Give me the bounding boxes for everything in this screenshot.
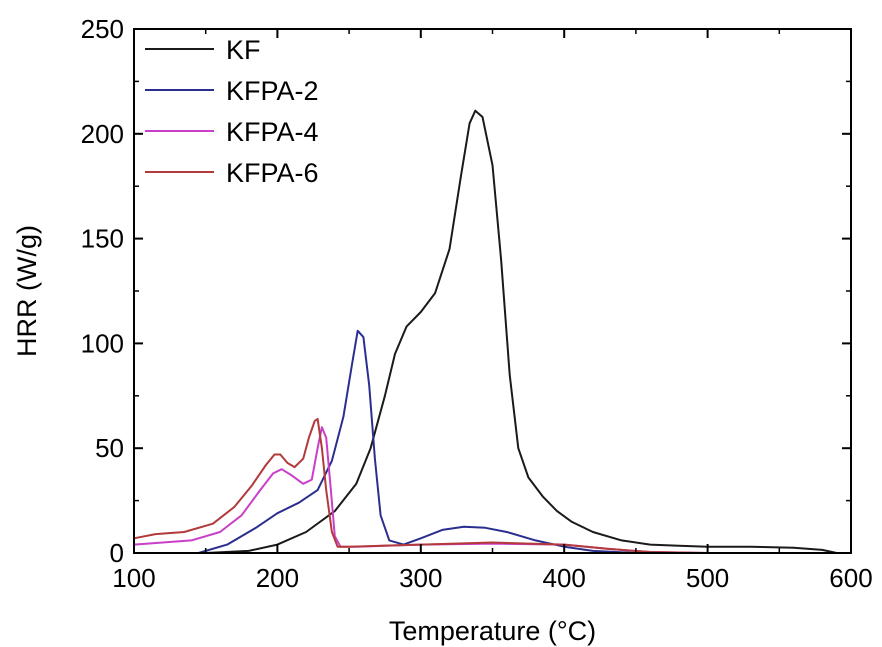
legend-label-kfpa-2: KFPA-2 [226, 76, 319, 106]
series-line-kfpa-6 [133, 417, 852, 554]
y-tick-label: 150 [81, 224, 124, 254]
y-tick-label: 0 [110, 538, 124, 568]
ticks-layer: 100 200 300 400 500 600 0 50 100 150 200 250 [81, 14, 873, 593]
series-line-kfpa-2 [133, 329, 852, 554]
legend-label-kfpa-6: KFPA-6 [226, 158, 319, 188]
legend-label-kf: KF [226, 35, 261, 65]
series-line-kf [133, 109, 852, 554]
legend-label-kfpa-4: KFPA-4 [226, 117, 319, 147]
y-tick-label: 50 [95, 433, 124, 463]
x-tick-label: 500 [686, 563, 729, 593]
x-tick-label: 100 [112, 563, 155, 593]
x-tick-label: 300 [399, 563, 442, 593]
x-axis-label: Temperature (°C) [389, 616, 596, 646]
series-line-kfpa-4 [133, 426, 852, 554]
series-layer [133, 109, 852, 554]
y-tick-label: 100 [81, 328, 124, 358]
y-tick-label: 200 [81, 119, 124, 149]
plot-frame [133, 28, 852, 554]
y-tick-label: 250 [81, 14, 124, 44]
legend: KF KFPA-2 KFPA-4 KFPA-6 [145, 35, 319, 188]
x-tick-label: 400 [543, 563, 586, 593]
x-tick-label: 600 [829, 563, 872, 593]
x-tick-label: 200 [256, 563, 299, 593]
y-axis-label: HRR (W/g) [12, 225, 42, 357]
